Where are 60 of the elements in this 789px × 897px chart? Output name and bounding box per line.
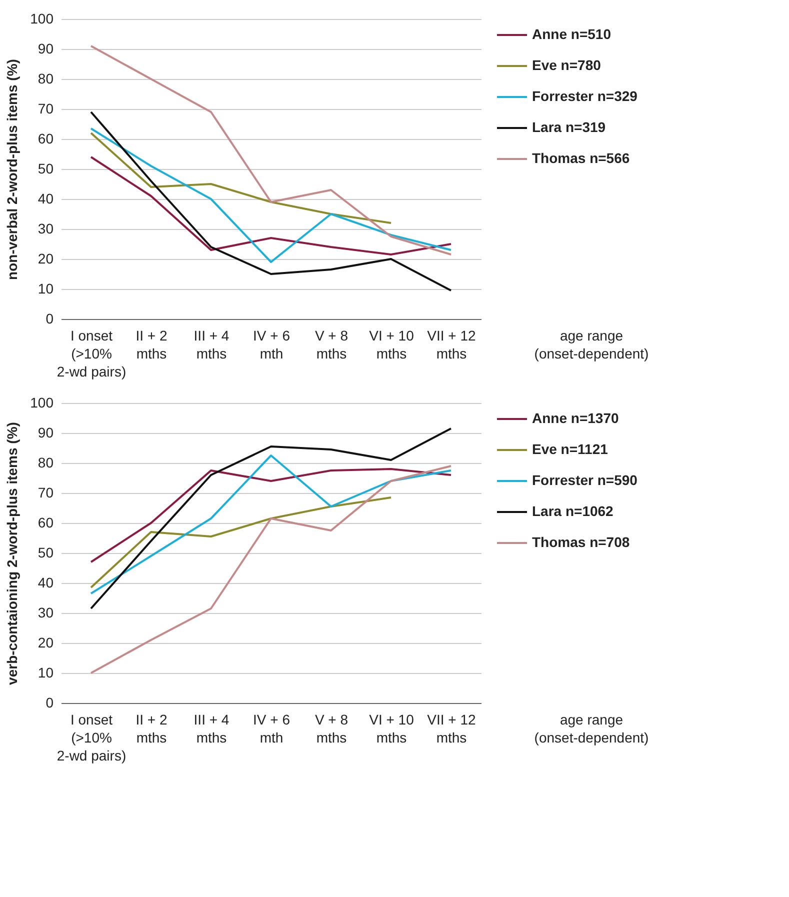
y-tick-label: 60	[38, 130, 54, 146]
x-tick-label: V + 8 mths	[314, 328, 348, 362]
x-tick-label: II + 2 mths	[136, 328, 168, 362]
legend-label: Lara n=1062	[532, 503, 614, 519]
y-tick-label: 80	[38, 70, 54, 86]
y-tick-label: 30	[38, 604, 54, 620]
x-tick-label: I onset (>10% 2-wd pairs)	[56, 712, 126, 764]
y-tick-label: 70	[38, 484, 54, 500]
y-tick-label: 30	[38, 220, 54, 236]
y-tick-label: 70	[38, 100, 54, 116]
line-series	[90, 45, 452, 256]
legend-label: Forrester n=329	[532, 88, 638, 104]
y-axis-title: verb-contaioning 2-word-plus items (%)	[4, 422, 20, 685]
x-tick-label: VI + 10 mths	[369, 328, 414, 362]
legend-label: Forrester n=590	[532, 472, 638, 488]
line-series	[90, 156, 452, 256]
y-tick-label: 20	[38, 250, 54, 266]
y-tick-label: 90	[38, 424, 54, 440]
line-series	[90, 128, 452, 263]
line-series	[90, 496, 392, 588]
line-series	[90, 465, 452, 674]
y-tick-label: 10	[38, 664, 54, 680]
x-tick-label: II + 2 mths	[136, 712, 168, 746]
line-series	[90, 454, 452, 594]
legend-label: Anne n=510	[532, 26, 612, 42]
legend-label: Lara n=319	[532, 119, 606, 135]
legend-label: Eve n=780	[532, 57, 602, 73]
legend-label: Eve n=1121	[532, 441, 608, 457]
y-tick-label: 100	[30, 394, 54, 410]
line-series	[90, 132, 392, 224]
y-tick-label: 0	[46, 694, 54, 710]
y-tick-label: 100	[30, 10, 54, 26]
y-tick-label: 50	[38, 544, 54, 560]
x-tick-label: V + 8 mths	[314, 712, 348, 746]
line-series	[90, 428, 452, 610]
y-tick-label: 90	[38, 40, 54, 56]
y-tick-label: 40	[38, 190, 54, 206]
x-tick-label: VII + 12 mths	[427, 328, 476, 362]
y-tick-label: 20	[38, 634, 54, 650]
x-tick-label: IV + 6 mth	[253, 328, 290, 362]
x-tick-label: III + 4 mths	[194, 712, 230, 746]
y-tick-label: 40	[38, 574, 54, 590]
x-tick-label: VII + 12 mths	[427, 712, 476, 746]
y-tick-label: 0	[46, 310, 54, 326]
y-tick-label: 10	[38, 280, 54, 296]
x-axis-title: age range (onset-dependent)	[534, 712, 649, 746]
line-series	[90, 111, 452, 292]
line-series	[90, 468, 452, 563]
x-axis-title: age range (onset-dependent)	[534, 328, 649, 362]
x-tick-label: III + 4 mths	[194, 328, 230, 362]
y-axis-title: non-verbal 2-word-plus items (%)	[4, 59, 20, 280]
legend-label: Thomas n=708	[532, 534, 630, 550]
x-tick-label: IV + 6 mth	[253, 712, 290, 746]
y-tick-label: 60	[38, 514, 54, 530]
y-tick-label: 80	[38, 454, 54, 470]
y-tick-label: 50	[38, 160, 54, 176]
x-tick-label: I onset (>10% 2-wd pairs)	[56, 328, 126, 380]
legend-label: Anne n=1370	[532, 410, 619, 426]
x-tick-label: VI + 10 mths	[369, 712, 414, 746]
legend-label: Thomas n=566	[532, 150, 630, 166]
